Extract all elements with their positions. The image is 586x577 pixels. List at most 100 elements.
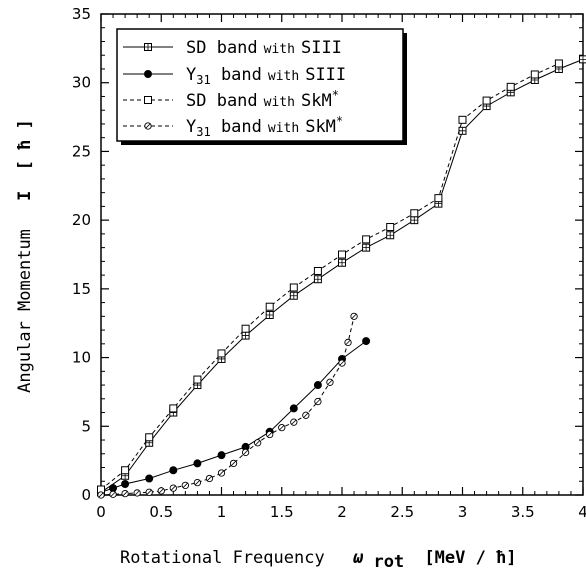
data-point xyxy=(410,209,419,218)
x-tick-label: 4 xyxy=(578,503,586,521)
data-point xyxy=(241,331,250,340)
data-point xyxy=(217,349,226,358)
legend-marker xyxy=(143,70,152,79)
data-point xyxy=(229,459,238,468)
series-line xyxy=(100,63,560,490)
data-point xyxy=(121,466,130,475)
data-point xyxy=(410,216,419,225)
data-point xyxy=(121,480,130,489)
y-axis-title-units: [ ħ ] xyxy=(15,119,35,170)
data-point xyxy=(133,489,141,497)
data-point xyxy=(314,397,322,406)
legend-label: Y31 band with SkM* xyxy=(186,114,343,139)
legend-label: SD band with SkM* xyxy=(186,88,339,111)
series-2 xyxy=(97,337,371,497)
data-point xyxy=(313,275,322,284)
data-point xyxy=(193,375,202,384)
y-axis-title: Angular Momentum I [ ħ ] xyxy=(15,119,35,393)
data-point xyxy=(266,430,274,439)
data-point xyxy=(554,59,563,68)
data-point xyxy=(109,484,118,493)
legend-marker xyxy=(144,122,152,130)
data-point xyxy=(289,291,298,300)
data-point xyxy=(278,424,286,432)
x-axis-title: Rotational Frequency ω rot [MeV / ħ] xyxy=(120,548,517,572)
data-point xyxy=(482,96,491,105)
x-tick-label: 1.5 xyxy=(270,503,294,521)
legend-label: Y31 band with SIII xyxy=(186,65,346,87)
data-point xyxy=(145,474,154,483)
x-tick-label: 3 xyxy=(458,503,468,521)
series-4 xyxy=(97,312,358,499)
data-point xyxy=(169,466,178,475)
data-point xyxy=(338,250,346,259)
data-point xyxy=(362,243,371,252)
data-point xyxy=(458,126,467,135)
data-point xyxy=(253,439,262,447)
data-point xyxy=(289,404,298,413)
y-axis-title-prefix: Angular Momentum xyxy=(15,229,35,393)
legend-box xyxy=(116,28,404,142)
x-axis-title-symbol: ω xyxy=(352,548,364,568)
data-point xyxy=(326,378,334,386)
data-point xyxy=(458,115,467,124)
data-point xyxy=(290,418,298,426)
data-point xyxy=(362,337,371,346)
data-point xyxy=(289,283,298,292)
data-point xyxy=(97,491,105,499)
y-tick-label: 35 xyxy=(72,5,91,23)
data-point xyxy=(169,484,177,492)
data-point xyxy=(193,478,202,487)
data-point xyxy=(241,448,250,457)
y-tick-label: 30 xyxy=(72,74,91,92)
data-point xyxy=(313,381,322,390)
series-line xyxy=(100,340,367,493)
data-point xyxy=(121,489,129,498)
axis-ticks: 0 0.5 1 1.5 2 2.5 3 3.5 4 0 5 10 15 20 25 30 35 xyxy=(72,5,586,521)
legend-marker xyxy=(144,96,152,104)
y-tick-label: 20 xyxy=(72,211,91,229)
y-tick-label: 10 xyxy=(72,349,91,367)
data-point xyxy=(338,258,346,267)
legend-marker xyxy=(144,43,152,51)
x-tick-label: 1 xyxy=(217,503,227,521)
legend-item: SD band with SkM* xyxy=(123,88,339,111)
data-point xyxy=(506,82,515,91)
x-tick-label: 2 xyxy=(337,503,347,521)
x-tick-label: 0.5 xyxy=(149,503,173,521)
series-line xyxy=(100,316,355,496)
x-axis-title-prefix: Rotational Frequency xyxy=(120,548,325,568)
legend-item: Y31 band with SkM* xyxy=(123,114,343,139)
data-point xyxy=(145,488,153,496)
data-point xyxy=(205,474,214,483)
y-tick-label: 15 xyxy=(72,280,91,298)
y-tick-label: 5 xyxy=(81,417,91,435)
data-point xyxy=(338,359,346,367)
y-tick-label: 25 xyxy=(72,142,91,160)
data-point xyxy=(350,312,358,320)
legend-item: SD band with SIII xyxy=(123,38,342,58)
data-point xyxy=(265,310,274,319)
data-point xyxy=(362,235,371,244)
data-point xyxy=(217,469,226,477)
x-axis-title-units: [MeV / ħ] xyxy=(424,548,516,568)
data-point xyxy=(181,481,190,490)
x-tick-label: 3.5 xyxy=(511,503,535,521)
x-tick-label: 2.5 xyxy=(390,503,414,521)
data-point xyxy=(169,404,178,413)
data-point xyxy=(386,223,395,232)
data-point xyxy=(434,194,443,203)
data-point xyxy=(145,433,154,442)
series-3 xyxy=(97,59,563,494)
data-point xyxy=(530,70,539,79)
data-point xyxy=(302,411,310,419)
legend-label: SD band with SIII xyxy=(186,38,342,58)
data-point xyxy=(579,55,586,64)
data-point xyxy=(344,338,352,347)
data-point xyxy=(109,490,117,498)
x-tick-label: 0 xyxy=(96,503,106,521)
y-tick-label: 0 xyxy=(81,486,91,504)
